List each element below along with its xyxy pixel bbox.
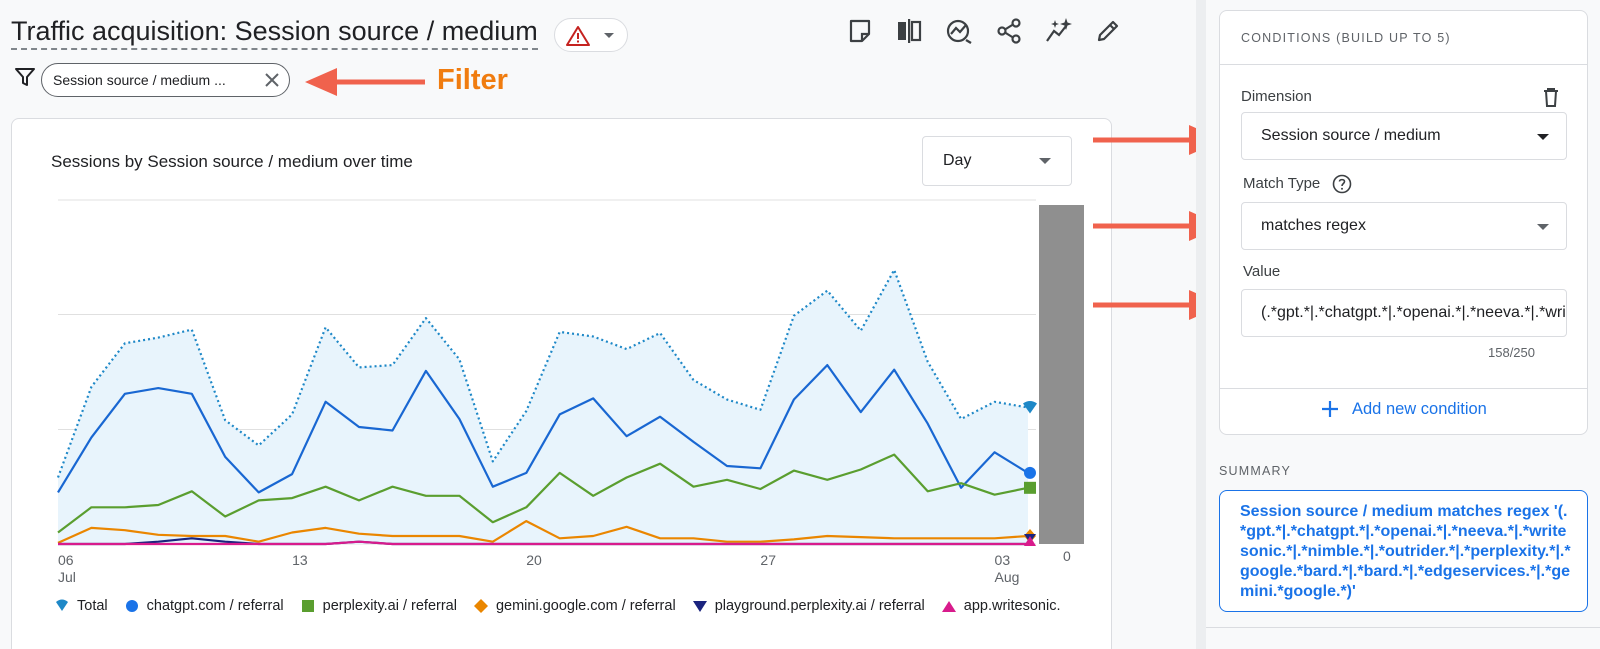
legend-label: playground.perplexity.ai / referral	[714, 598, 925, 614]
future-range-bar	[1039, 205, 1084, 544]
warning-icon	[566, 26, 590, 46]
annotation-arrow-filter	[305, 68, 425, 96]
granularity-select[interactable]: Day	[922, 136, 1072, 186]
x-tick-label: 27	[760, 552, 776, 568]
writesonic-end-marker	[1024, 536, 1036, 546]
add-condition-label: Add new condition	[1352, 399, 1487, 418]
close-icon[interactable]	[263, 71, 281, 89]
match-type-label: Match Type	[1243, 175, 1321, 192]
legend-label: app.writesonic.	[963, 598, 1061, 614]
filter-icon	[15, 68, 35, 86]
value-input[interactable]: (.*gpt.*|.*chatgpt.*|.*openai.*|.*neeva.…	[1241, 289, 1567, 337]
chart-title: Sessions by Session source / medium over…	[51, 152, 413, 171]
series-line-0	[56, 268, 1029, 478]
trash-icon[interactable]	[1541, 86, 1561, 108]
x-tick-label: 03	[995, 552, 1011, 568]
insights-icon[interactable]	[944, 16, 974, 46]
sparkle-icon[interactable]	[1044, 16, 1074, 46]
chevron-down-icon	[1537, 134, 1549, 140]
compare-icon[interactable]	[894, 16, 924, 46]
dimension-label: Dimension	[1241, 88, 1312, 105]
divider	[1220, 64, 1587, 65]
legend-triangle-down-icon	[692, 598, 708, 614]
legend-item[interactable]: Total	[54, 598, 108, 614]
chart-legend: Total chatgpt.com / referral perplexity.ai…	[54, 598, 1061, 614]
match-type-select[interactable]: matches regex	[1241, 202, 1567, 250]
legend-label: Total	[77, 598, 108, 614]
data-quality-dropdown[interactable]	[554, 18, 628, 52]
legend-diamond-icon	[473, 598, 489, 614]
chatgpt-end-marker	[1024, 466, 1036, 479]
series-line-3	[57, 519, 1029, 544]
legend-item[interactable]: app.writesonic.	[941, 598, 1061, 614]
legend-total-icon	[54, 598, 70, 614]
dimension-value: Session source / medium	[1261, 127, 1441, 144]
edit-icon[interactable]	[1093, 16, 1123, 46]
legend-label: gemini.google.com / referral	[495, 598, 676, 614]
summary-text: Session source / medium matches regex '(…	[1240, 503, 1571, 600]
granularity-value: Day	[943, 152, 972, 169]
legend-square-icon	[300, 598, 316, 614]
legend-item[interactable]: chatgpt.com / referral	[124, 598, 284, 614]
summary-label: SUMMARY	[1219, 464, 1292, 478]
total-end-marker	[1023, 401, 1037, 414]
character-counter: 158/250	[1488, 345, 1535, 360]
divider	[1206, 627, 1600, 628]
dimension-select[interactable]: Session source / medium	[1241, 112, 1567, 160]
perplexity-end-marker	[1024, 481, 1036, 494]
chevron-down-icon	[1039, 158, 1051, 164]
legend-item[interactable]: playground.perplexity.ai / referral	[692, 598, 925, 614]
legend-item[interactable]: gemini.google.com / referral	[473, 598, 676, 614]
plus-icon	[1322, 401, 1338, 417]
share-icon[interactable]	[994, 16, 1024, 46]
panel-divider[interactable]	[1196, 0, 1206, 649]
chevron-down-icon	[1537, 224, 1549, 230]
legend-circle-icon	[124, 598, 140, 614]
series-line-1	[57, 364, 1029, 494]
series-line-2	[57, 453, 1029, 534]
chevron-down-icon	[604, 33, 614, 38]
filter-chip-label: Session source / medium ...	[53, 72, 226, 88]
match-type-value: matches regex	[1261, 217, 1366, 234]
x-tick-label: 20	[526, 552, 542, 568]
annotation-filter-label: Filter	[437, 64, 508, 96]
summary-box: Session source / medium matches regex '(…	[1219, 490, 1588, 612]
legend-triangle-up-icon	[941, 598, 957, 614]
x-tick-label: 06	[58, 552, 74, 568]
filter-chip[interactable]: Session source / medium ...	[41, 63, 290, 97]
legend-label: perplexity.ai / referral	[322, 598, 457, 614]
conditions-title: CONDITIONS (BUILD UP TO 5)	[1241, 31, 1451, 45]
total-area	[58, 269, 1028, 544]
note-icon[interactable]	[845, 16, 875, 46]
value-text: (.*gpt.*|.*chatgpt.*|.*openai.*|.*neeva.…	[1261, 304, 1566, 321]
page-title: Traffic acquisition: Session source / me…	[11, 14, 538, 50]
x-tick-sublabel: Jul	[58, 569, 76, 585]
x-tick-label: 13	[292, 552, 308, 568]
y-tick-label: 0	[1063, 548, 1071, 564]
legend-label: chatgpt.com / referral	[146, 598, 284, 614]
legend-item[interactable]: perplexity.ai / referral	[300, 598, 457, 614]
series-line-5	[58, 540, 1028, 546]
value-label: Value	[1243, 263, 1281, 280]
divider	[1220, 388, 1587, 389]
help-icon[interactable]	[1332, 174, 1352, 194]
add-condition-button[interactable]: Add new condition	[1320, 399, 1487, 419]
x-tick-sublabel: Aug	[995, 569, 1020, 585]
